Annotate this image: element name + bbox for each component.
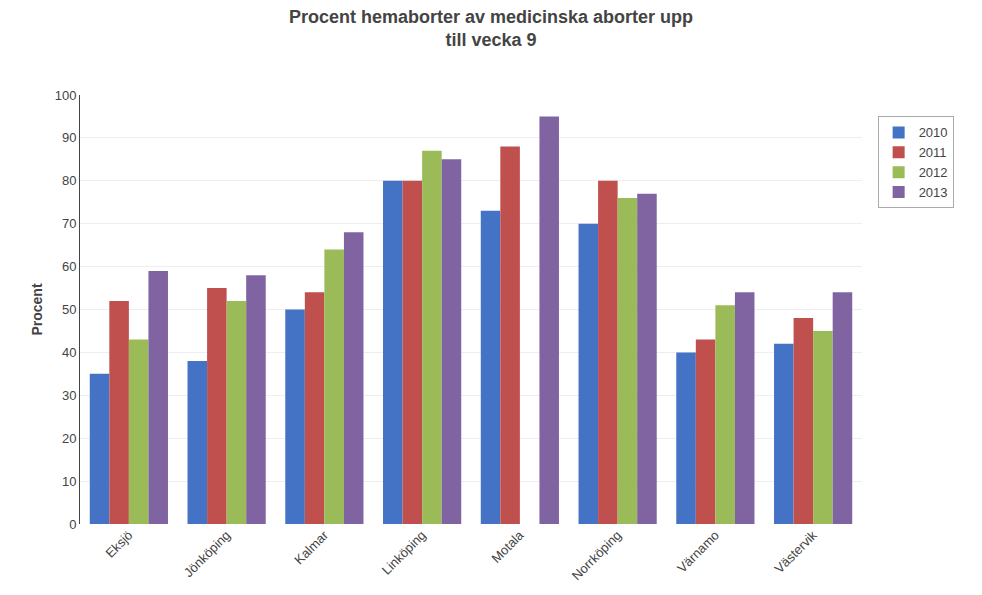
svg-text:90: 90 [62,130,76,145]
svg-text:Procent hemaborter av medicins: Procent hemaborter av medicinska aborter… [289,7,693,50]
svg-text:40: 40 [62,345,76,360]
svg-text:Motala: Motala [488,527,527,566]
svg-text:0: 0 [69,517,76,532]
svg-text:100: 100 [55,88,77,103]
svg-text:2013: 2013 [919,185,948,200]
svg-text:Jönköping: Jönköping [181,528,234,581]
svg-text:Linköping: Linköping [379,528,429,578]
svg-text:2012: 2012 [919,165,948,180]
svg-text:Procent: Procent [29,283,45,335]
svg-text:Eksjö: Eksjö [103,528,136,561]
svg-text:Värnamo: Värnamo [674,528,722,576]
svg-text:50: 50 [62,302,76,317]
svg-text:2010: 2010 [919,125,948,140]
svg-text:Västervik: Västervik [771,527,820,576]
svg-text:10: 10 [62,474,76,489]
svg-text:Kalmar: Kalmar [291,527,331,567]
svg-text:70: 70 [62,216,76,231]
svg-text:60: 60 [62,259,76,274]
svg-text:30: 30 [62,388,76,403]
svg-text:2011: 2011 [919,145,947,160]
svg-text:80: 80 [62,173,76,188]
svg-text:20: 20 [62,431,76,446]
svg-text:Norrköping: Norrköping [569,528,625,584]
